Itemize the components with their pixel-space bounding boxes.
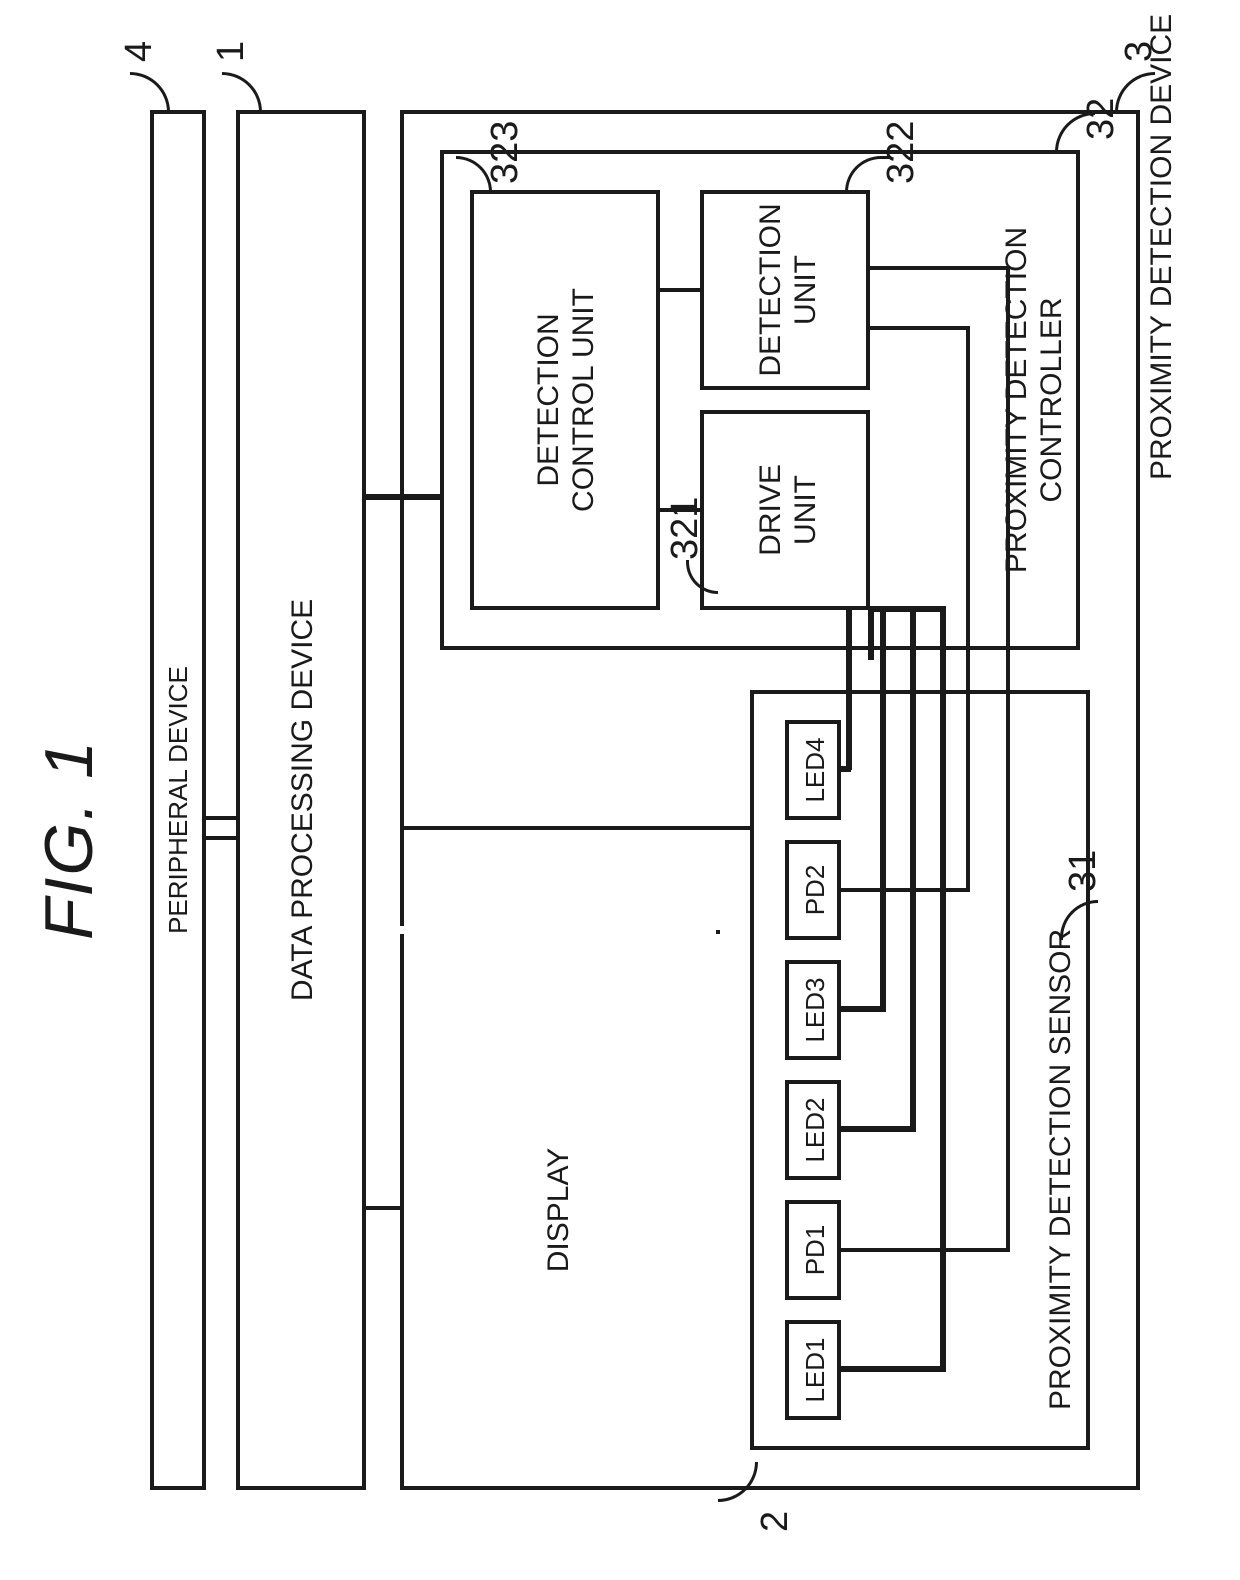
- drive-unit-box: DRIVEUNIT: [700, 410, 870, 610]
- bus-led3-h: [880, 606, 886, 1010]
- controller-label-l1: PROXIMITY DETECTIONCONTROLLER: [1000, 227, 1068, 573]
- bus-drive-led4-v: [841, 766, 851, 772]
- sensor-led3: LED3: [785, 960, 841, 1060]
- proximity-detection-controller-label: PROXIMITY DETECTIONCONTROLLER: [1000, 150, 1069, 650]
- conn-periph-dp-2: [206, 816, 236, 820]
- sensor-led3-label: LED3: [801, 964, 831, 1056]
- bus-led2-v: [841, 1126, 916, 1132]
- ref-3: 3: [1118, 41, 1161, 62]
- ref-31: 31: [1062, 850, 1105, 892]
- rotated-canvas: FIG. 1 PERIPHERAL DEVICE 4 DATA PROCESSI…: [0, 170, 1240, 1410]
- bus-led2-h: [910, 606, 916, 1130]
- sensor-led4-label: LED4: [801, 724, 831, 816]
- sensor-led2-label: LED2: [801, 1084, 831, 1176]
- ref-4: 4: [118, 41, 161, 62]
- conn-pd1-h: [1006, 266, 1010, 1250]
- bus-drive-fan-v: [868, 606, 946, 612]
- detection-unit-text: DETECTIONUNIT: [754, 203, 822, 376]
- ref-323: 323: [484, 121, 527, 184]
- sensor-pd1: PD1: [785, 1200, 841, 1300]
- conn-dc-detunit: [660, 288, 700, 292]
- proximity-detection-sensor-label: PROXIMITY DETECTION SENSOR: [1044, 929, 1078, 1410]
- conn-du-down2: [870, 266, 1010, 270]
- detection-unit-label: DETECTIONUNIT: [754, 194, 823, 386]
- peripheral-device-label: PERIPHERAL DEVICE: [164, 114, 194, 1486]
- conn-du-down1: [870, 326, 970, 330]
- ref-1: 1: [210, 41, 253, 62]
- peripheral-device-box: PERIPHERAL DEVICE: [150, 110, 206, 1490]
- data-processing-device-box: DATA PROCESSING DEVICE: [236, 110, 366, 1490]
- bus-led1-h: [940, 606, 946, 1370]
- ref-2: 2: [754, 1511, 797, 1532]
- sensor-led4: LED4: [785, 720, 841, 820]
- detection-unit-box: DETECTIONUNIT: [700, 190, 870, 390]
- erase-display-bottom: [716, 934, 724, 1486]
- sensor-pd2-label: PD2: [801, 844, 831, 936]
- detection-control-unit-label: DETECTIONCONTROL UNIT: [532, 194, 601, 606]
- leader-4: [130, 72, 170, 112]
- sensor-pd2: PD2: [785, 840, 841, 940]
- display-label: DISPLAY: [542, 934, 577, 1486]
- leader-1: [222, 72, 262, 112]
- leader-2: [718, 1462, 758, 1502]
- conn-dp-display: [366, 1206, 400, 1210]
- bus-led3-v: [841, 1006, 886, 1012]
- sensor-led1: LED1: [785, 1320, 841, 1420]
- ref-32: 32: [1080, 98, 1123, 140]
- conn-periph-dp-1: [206, 836, 236, 840]
- drive-unit-label: DRIVEUNIT: [754, 414, 823, 606]
- data-processing-device-label: DATA PROCESSING DEVICE: [286, 114, 321, 1486]
- erase-display-right: [400, 926, 716, 934]
- bus-drive-trunk-h: [868, 610, 874, 660]
- diagram-stage: FIG. 1 PERIPHERAL DEVICE 4 DATA PROCESSI…: [0, 0, 1240, 1580]
- conn-dc-drive: [660, 508, 700, 512]
- sensor-led1-label: LED1: [801, 1324, 831, 1416]
- conn-device-sensor: [400, 826, 750, 830]
- bus-drive-led4-h: [846, 610, 852, 770]
- sensor-pd1-label: PD1: [801, 1204, 831, 1296]
- ref-322: 322: [880, 121, 923, 184]
- detection-control-unit-box: DETECTIONCONTROL UNIT: [470, 190, 660, 610]
- detection-control-unit-text: DETECTIONCONTROL UNIT: [532, 288, 600, 512]
- display-box: DISPLAY: [400, 930, 720, 1490]
- bus-led1-v: [841, 1366, 946, 1372]
- conn-pd1-v: [841, 1248, 1010, 1252]
- conn-pd2-v: [841, 888, 970, 892]
- conn-pd2-h: [966, 326, 970, 890]
- sensor-led2: LED2: [785, 1080, 841, 1180]
- figure-title: FIG. 1: [30, 739, 108, 940]
- ref-321: 321: [664, 497, 707, 560]
- drive-unit-text: DRIVEUNIT: [754, 464, 822, 556]
